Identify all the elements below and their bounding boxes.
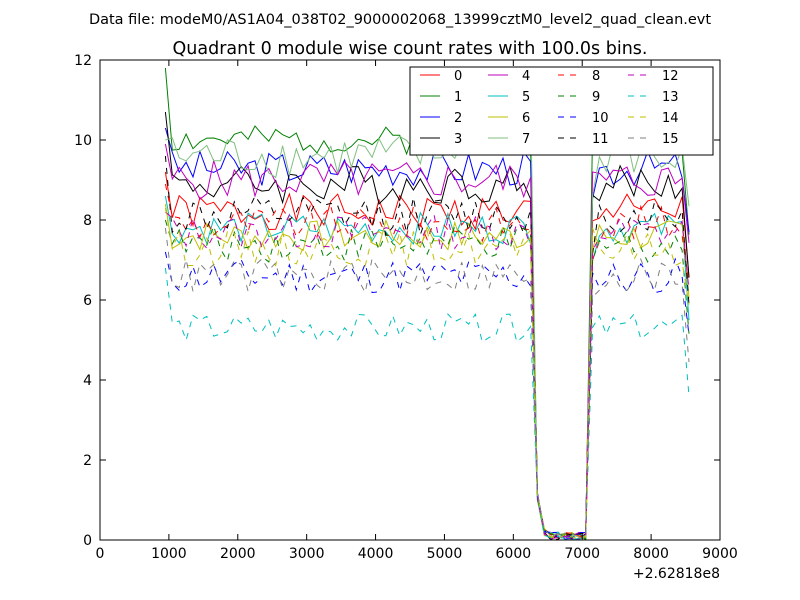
legend-label-0: 0: [454, 69, 462, 84]
legend-label-11: 11: [592, 132, 609, 147]
series-line-3: [164, 111, 690, 540]
series-line-4: [164, 143, 690, 540]
legend-label-2: 2: [454, 111, 462, 126]
figure-suptitle: Data file: modeM0/AS1A04_038T02_90000020…: [89, 12, 711, 28]
legend-label-5: 5: [522, 90, 530, 105]
series-line-12: [165, 211, 690, 540]
y-tick-label: 10: [74, 133, 92, 149]
x-tick-label: 7000: [564, 546, 600, 562]
x-tick-label: 0: [96, 546, 105, 562]
legend-label-3: 3: [454, 132, 462, 147]
series-line-9: [164, 219, 690, 540]
series-line-7: [165, 99, 690, 540]
legend-label-6: 6: [522, 111, 530, 126]
series-line-13: [164, 267, 690, 540]
legend-frame: [409, 66, 714, 156]
legend-label-12: 12: [662, 69, 679, 84]
series-layer: [164, 67, 690, 540]
legend-label-9: 9: [592, 90, 600, 105]
x-tick-label: 5000: [427, 546, 463, 562]
series-line-10: [164, 251, 690, 540]
x-tick-label: 9000: [702, 546, 738, 562]
y-tick-label: 2: [83, 453, 92, 469]
series-line-8: [164, 183, 690, 540]
series-line-15: [164, 227, 690, 539]
x-tick-label: 2000: [220, 546, 256, 562]
y-tick-label: 8: [83, 213, 92, 229]
legend-label-10: 10: [592, 111, 609, 126]
x-tick-label: 6000: [496, 546, 532, 562]
x-tick-label: 8000: [633, 546, 669, 562]
x-tick-label: 4000: [358, 546, 394, 562]
legend-label-13: 13: [662, 90, 679, 105]
y-tick-label: 6: [83, 293, 92, 309]
series-line-2: [164, 127, 690, 540]
legend-label-7: 7: [522, 132, 530, 147]
series-line-14: [164, 207, 690, 540]
legend-label-4: 4: [522, 69, 530, 84]
x-tick-label: 3000: [289, 546, 325, 562]
series-line-11: [164, 155, 690, 540]
legend-label-15: 15: [662, 132, 679, 147]
x-axis: 0 1000 2000 3000 4000 5000 6000 7000 8000 9000: [96, 60, 738, 562]
series-line-6: [164, 203, 690, 538]
y-tick-label: 4: [83, 373, 92, 389]
y-tick-label: 0: [83, 533, 92, 549]
x-tick-label: 1000: [151, 546, 187, 562]
x-offset-label: +2.62818e8: [633, 566, 720, 582]
legend-label-1: 1: [454, 90, 462, 105]
legend-label-8: 8: [592, 69, 600, 84]
y-tick-label: 12: [74, 53, 92, 69]
chart-title: Quadrant 0 module wise count rates with …: [173, 39, 648, 59]
legend-label-14: 14: [662, 111, 679, 126]
